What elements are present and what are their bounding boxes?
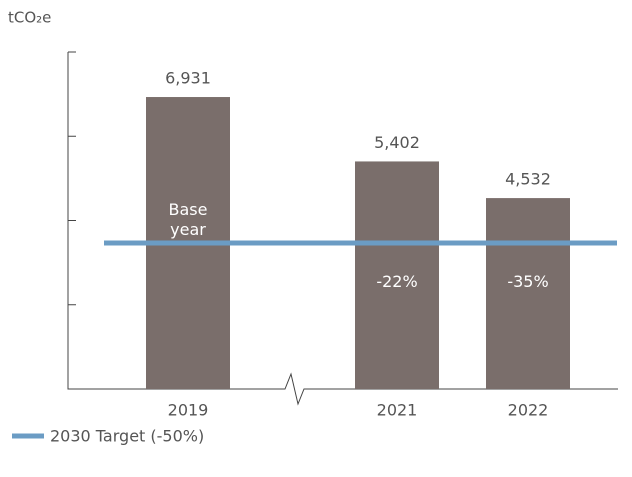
- legend-label: 2030 Target (-50%): [50, 427, 204, 446]
- x-tick-label: 2019: [168, 401, 209, 420]
- y-axis-label: tCO₂e: [8, 9, 51, 27]
- bar: [355, 161, 439, 389]
- bar-annotation: -22%: [376, 272, 418, 291]
- x-tick-label: 2022: [508, 401, 549, 420]
- value-label: 6,931: [165, 69, 211, 88]
- bar: [486, 198, 570, 389]
- bar-annotation: -35%: [507, 272, 549, 291]
- value-label: 4,532: [505, 170, 551, 189]
- value-label: 5,402: [374, 133, 420, 152]
- bar-annotation: Base year: [168, 200, 208, 239]
- x-tick-label: 2021: [377, 401, 418, 420]
